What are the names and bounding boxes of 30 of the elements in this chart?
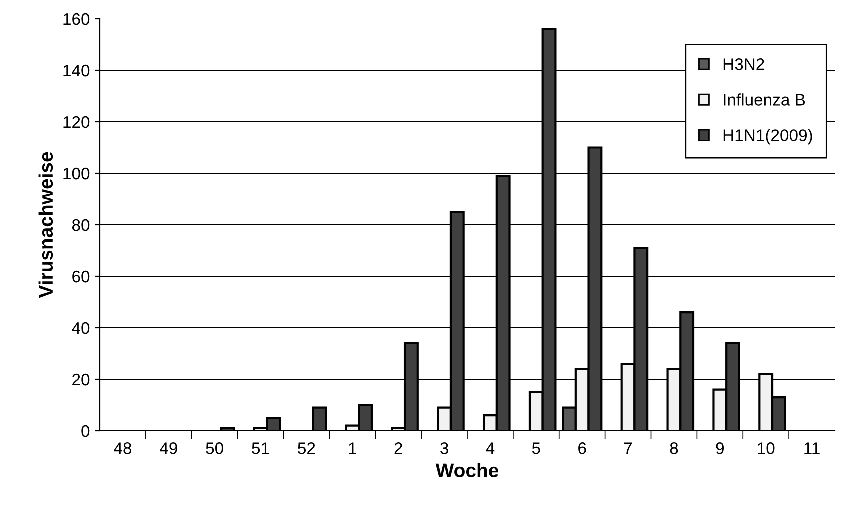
- x-tick-label: 10: [758, 442, 775, 454]
- x-tick-label: 50: [206, 442, 224, 454]
- y-tick-label: 120: [64, 116, 90, 128]
- x-tick-label: 51: [252, 442, 270, 454]
- x-tick-label: 52: [298, 442, 316, 454]
- y-tick-label: 60: [72, 270, 90, 283]
- y-tick-label: 100: [64, 168, 90, 180]
- x-tick-label: 6: [578, 442, 586, 454]
- legend-label: Influenza B: [724, 94, 806, 106]
- legend-label: H3N2: [724, 58, 764, 70]
- y-axis-title: Virusnachweise: [38, 152, 54, 298]
- x-tick-label: 7: [624, 442, 632, 454]
- x-tick-label: 49: [160, 442, 178, 454]
- y-tick-label: 40: [72, 322, 90, 334]
- x-tick-label: 1: [349, 442, 356, 454]
- x-tick-label: 9: [716, 442, 724, 454]
- legend-label: H1N1(2009): [724, 129, 812, 145]
- x-tick-label: 11: [804, 442, 820, 454]
- y-tick-label: 140: [64, 64, 90, 77]
- x-tick-label: 3: [440, 442, 448, 454]
- x-tick-label: 5: [532, 442, 540, 454]
- x-tick-label: 48: [114, 442, 132, 454]
- x-tick-label: 8: [670, 442, 678, 454]
- y-tick-label: 160: [64, 13, 90, 26]
- y-tick-label: 20: [72, 374, 90, 386]
- x-axis-title: Woche: [436, 463, 499, 478]
- x-tick-label: 2: [394, 442, 402, 454]
- y-tick-label: 0: [82, 425, 90, 438]
- x-tick-label: 4: [486, 442, 495, 454]
- y-tick-label: 80: [72, 219, 90, 232]
